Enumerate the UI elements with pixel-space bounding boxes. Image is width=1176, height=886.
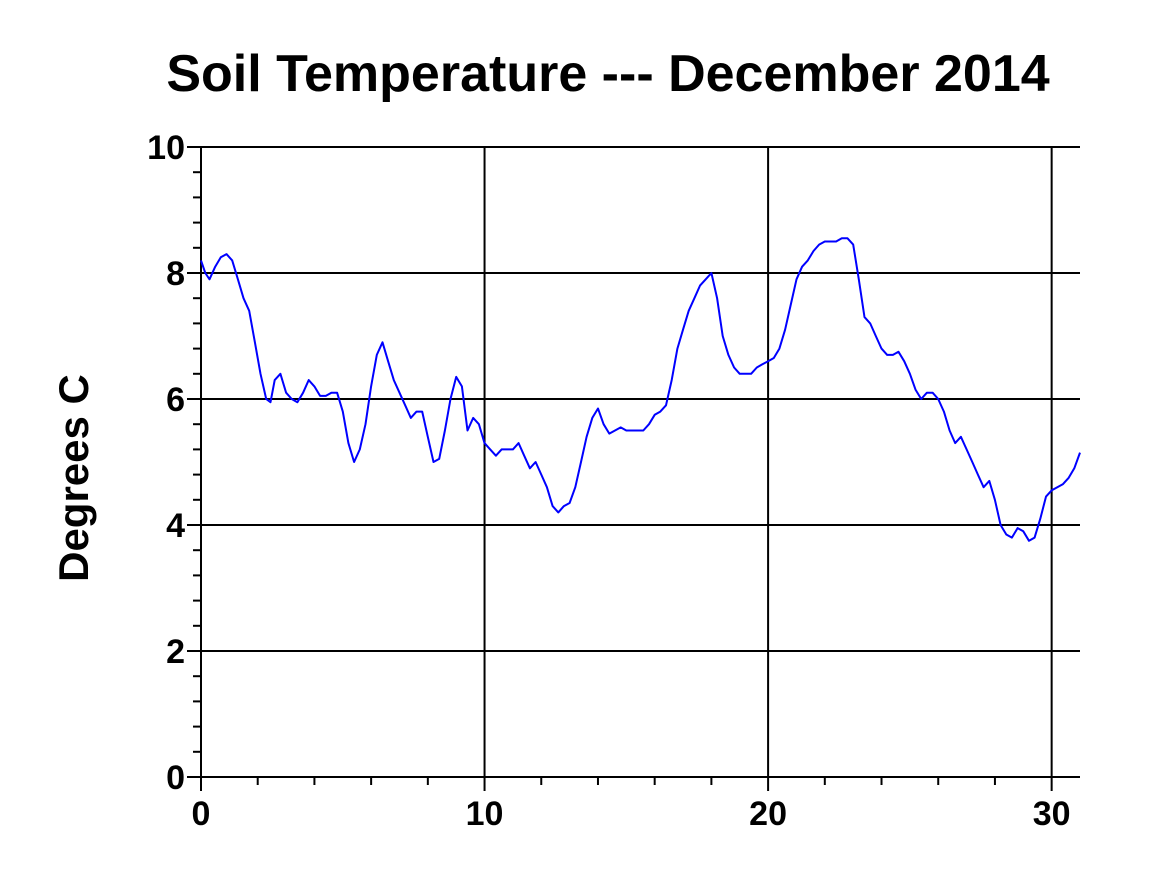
chart-title: Soil Temperature --- December 2014 (166, 45, 1050, 103)
y-tick-label: 8 (166, 255, 185, 293)
y-tick-label: 4 (166, 507, 185, 545)
y-tick-label: 6 (166, 381, 185, 419)
x-tick-label: 20 (749, 795, 787, 833)
x-tick-label: 10 (466, 795, 504, 833)
x-tick-label: 0 (192, 795, 211, 833)
y-tick-label: 10 (147, 129, 185, 167)
y-tick-label: 2 (166, 633, 185, 671)
series-line (200, 237, 1081, 542)
x-tick-label: 30 (1033, 795, 1071, 833)
y-tick-label: 0 (166, 759, 185, 797)
